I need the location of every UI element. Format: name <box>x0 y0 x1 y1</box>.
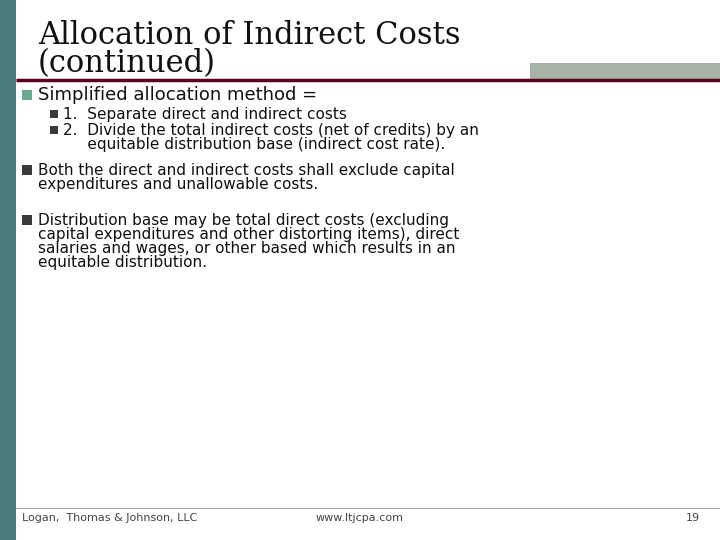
Bar <box>22 215 32 225</box>
Text: expenditures and unallowable costs.: expenditures and unallowable costs. <box>38 177 318 192</box>
Text: equitable distribution base (indirect cost rate).: equitable distribution base (indirect co… <box>63 137 445 152</box>
Text: Simplified allocation method =: Simplified allocation method = <box>38 86 317 104</box>
Bar <box>0 0 16 540</box>
Bar <box>50 126 58 134</box>
Text: 2.  Divide the total indirect costs (net of credits) by an: 2. Divide the total indirect costs (net … <box>63 123 479 138</box>
Bar <box>50 110 58 118</box>
Bar <box>22 165 32 175</box>
Text: 1.  Separate direct and indirect costs: 1. Separate direct and indirect costs <box>63 106 347 122</box>
Text: capital expenditures and other distorting items), direct: capital expenditures and other distortin… <box>38 226 459 241</box>
Text: 19: 19 <box>686 513 700 523</box>
Text: equitable distribution.: equitable distribution. <box>38 254 207 269</box>
Text: Logan,  Thomas & Johnson, LLC: Logan, Thomas & Johnson, LLC <box>22 513 197 523</box>
Text: www.ltjcpa.com: www.ltjcpa.com <box>316 513 404 523</box>
Text: Both the direct and indirect costs shall exclude capital: Both the direct and indirect costs shall… <box>38 163 455 178</box>
Bar <box>22 90 32 100</box>
Text: Distribution base may be total direct costs (excluding: Distribution base may be total direct co… <box>38 213 449 227</box>
Bar <box>530 63 720 79</box>
Text: salaries and wages, or other based which results in an: salaries and wages, or other based which… <box>38 240 456 255</box>
Text: Allocation of Indirect Costs: Allocation of Indirect Costs <box>38 20 461 51</box>
Text: (continued): (continued) <box>38 48 216 79</box>
